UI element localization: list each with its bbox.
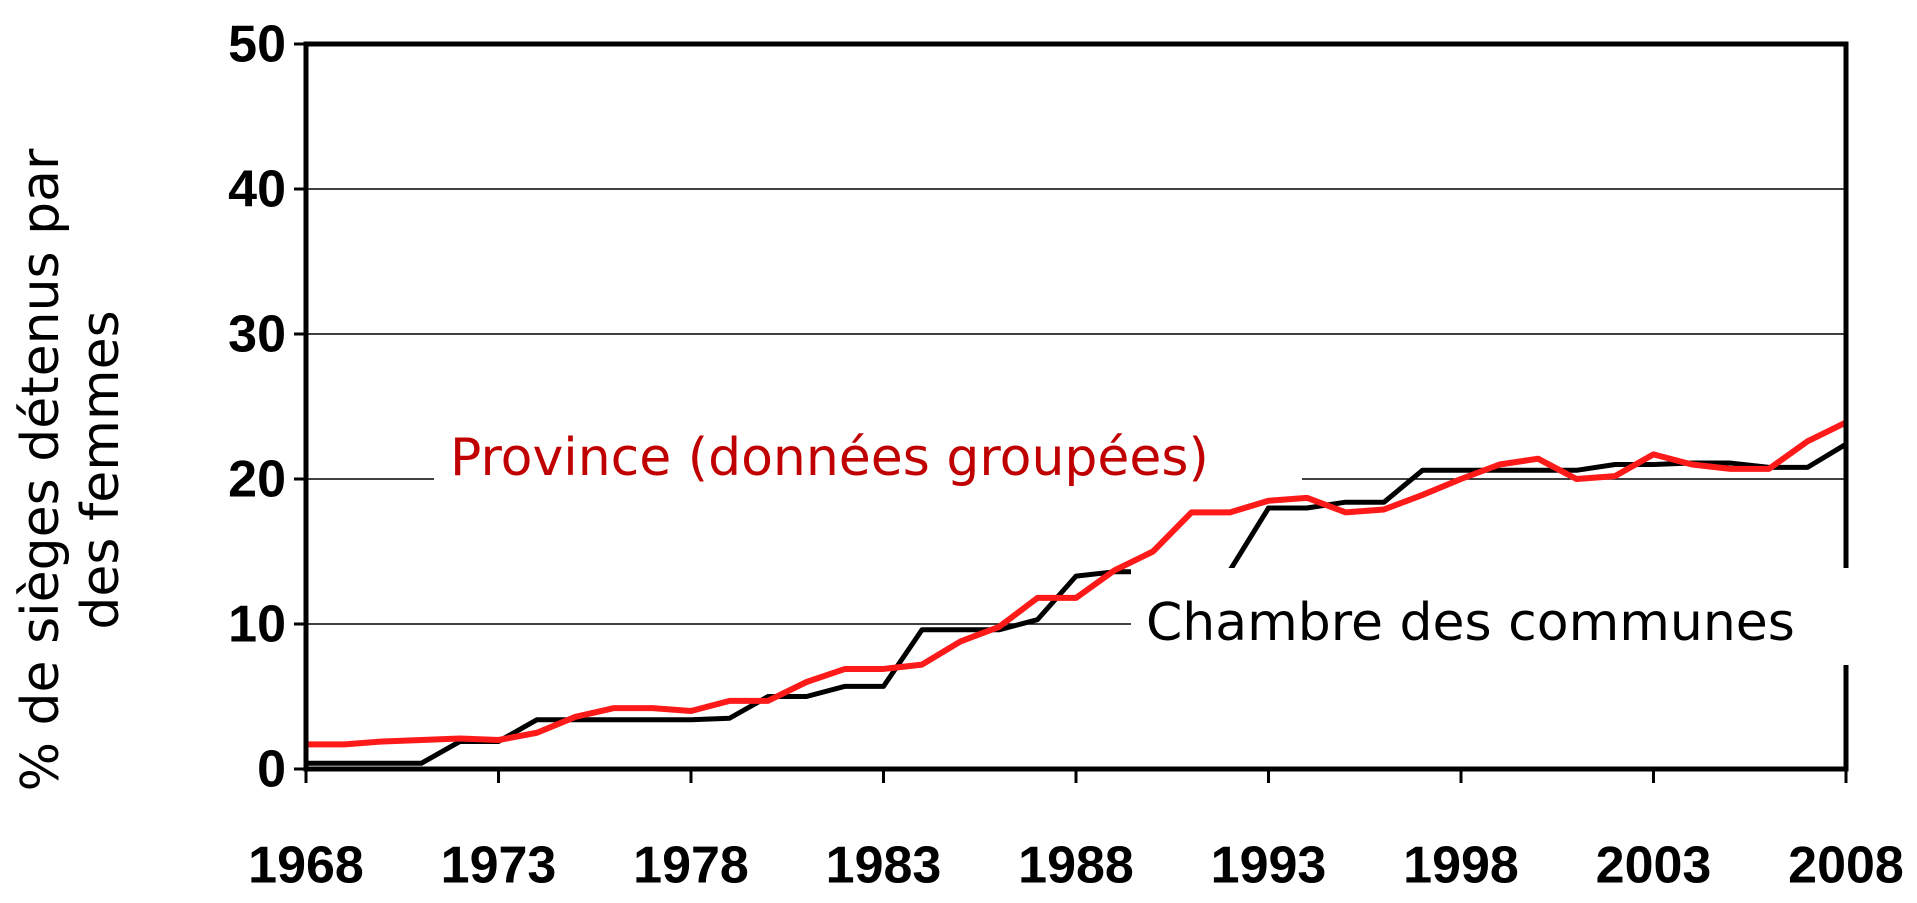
plot-frame	[303, 41, 1849, 772]
y-tick-label: 10	[228, 596, 286, 654]
y-tick-label: 40	[228, 161, 286, 219]
x-tick-label: 1968	[248, 837, 364, 895]
y-axis-label: % de sièges détenus par	[11, 148, 71, 791]
series-line	[306, 419, 1848, 748]
x-tick-label: 2003	[1596, 837, 1712, 895]
label-background	[1131, 568, 1866, 665]
y-tick-label: 50	[228, 16, 286, 74]
x-tick-label: 2008	[1788, 837, 1904, 895]
x-tick-label: 1983	[826, 837, 942, 895]
y-tick-label: 20	[228, 451, 286, 509]
x-tick-label: 1978	[633, 837, 749, 895]
y-axis-label: des femmes	[71, 310, 131, 629]
series-label: Chambre des communes	[1146, 593, 1795, 653]
label-background	[434, 431, 1302, 493]
y-tick-label: 0	[257, 741, 286, 799]
x-tick-label: 1973	[441, 837, 557, 895]
x-tick-label: 1988	[1018, 837, 1134, 895]
y-tick-label: 30	[228, 306, 286, 364]
x-tick-label: 1993	[1211, 837, 1327, 895]
series-label: Province (données groupées)	[450, 428, 1209, 488]
x-tick-label: 1998	[1403, 837, 1519, 895]
